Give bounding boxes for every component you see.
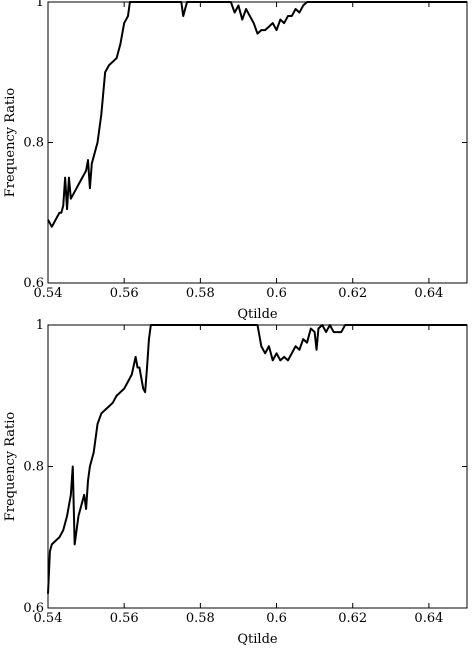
y-tick-label: 0.6 bbox=[23, 601, 44, 616]
x-tick-label: 0.54 bbox=[34, 611, 63, 626]
y-tick-label: 0.6 bbox=[23, 276, 44, 291]
x-tick-label: 0.6 bbox=[266, 611, 287, 626]
x-tick-label: 0.6 bbox=[266, 286, 287, 301]
x-tick-label: 0.58 bbox=[186, 611, 215, 626]
plot-frame bbox=[47, 324, 468, 609]
x-axis-label: Qtilde bbox=[237, 632, 278, 647]
x-tick-label: 0.54 bbox=[34, 286, 63, 301]
x-axis-label: Qtilde bbox=[237, 307, 278, 322]
y-tick-label: 1 bbox=[36, 318, 44, 333]
y-tick-label: 1 bbox=[36, 0, 44, 10]
bottom-plot-panel: 0.54 0.56 0.58 0.6 0.62 0.64 0.6 0.8 1 Qtilde Freq… bbox=[3, 318, 468, 647]
y-tick-label: 0.8 bbox=[23, 460, 44, 475]
x-tick-label: 0.58 bbox=[186, 286, 215, 301]
y-tick-label: 0.8 bbox=[23, 136, 44, 151]
y-axis-label: Frequency Ratio bbox=[3, 88, 18, 198]
plot-frame bbox=[47, 1, 468, 284]
top-plot-panel: 0.54 0.56 0.58 0.6 0.62 0.64 0.6 0.8 1 Qtilde Freq… bbox=[3, 0, 468, 322]
series-line bbox=[47, 324, 467, 594]
x-tick-label: 0.56 bbox=[110, 286, 139, 301]
x-tick-label: 0.64 bbox=[414, 611, 443, 626]
x-tick-label: 0.64 bbox=[414, 286, 443, 301]
x-tick-label: 0.56 bbox=[110, 611, 139, 626]
series-line bbox=[47, 1, 467, 228]
x-tick-label: 0.62 bbox=[338, 286, 367, 301]
x-tick-label: 0.62 bbox=[338, 611, 367, 626]
y-axis-label: Frequency Ratio bbox=[3, 412, 18, 522]
